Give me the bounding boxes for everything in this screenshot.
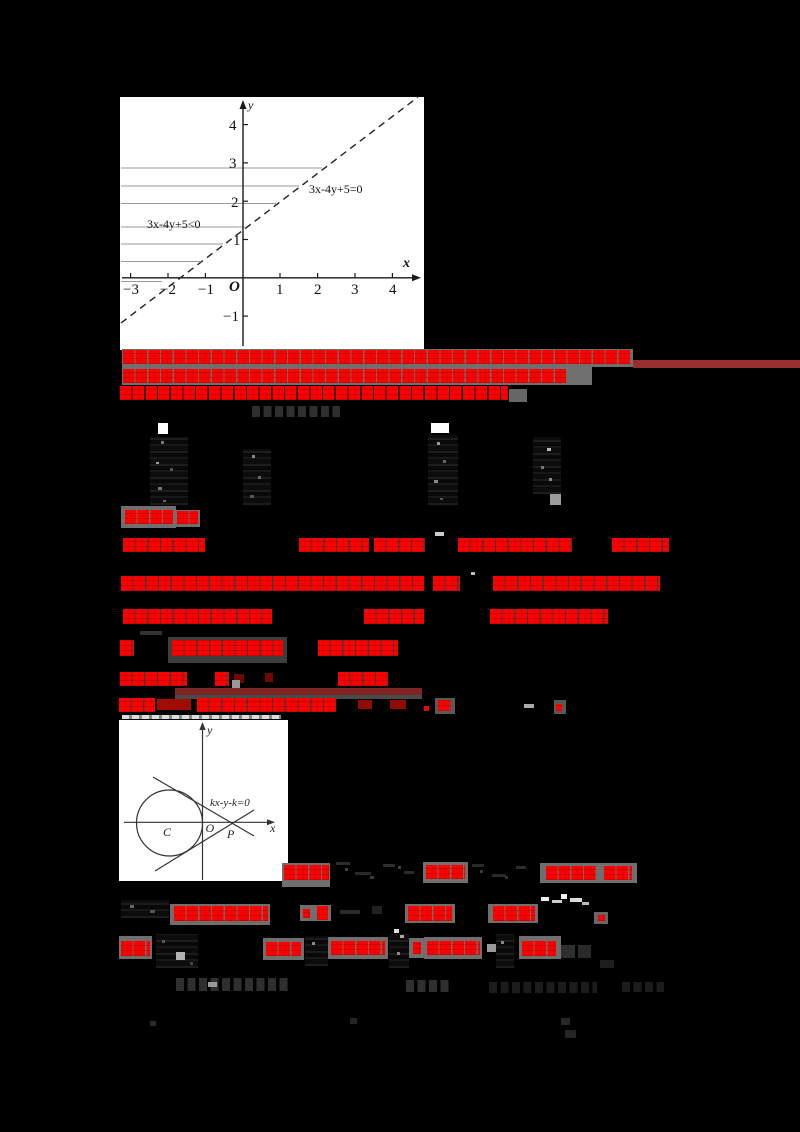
svg-text:C: C [163, 825, 172, 839]
svg-text:x: x [402, 256, 410, 271]
svg-text:1: 1 [233, 233, 241, 249]
svg-text:3x-4y+5<0: 3x-4y+5<0 [147, 217, 201, 231]
svg-text:x: x [269, 821, 276, 835]
svg-text:−2: −2 [160, 282, 176, 298]
svg-text:−1: −1 [198, 282, 214, 298]
svg-text:1: 1 [276, 282, 284, 298]
svg-text:2: 2 [314, 282, 322, 298]
svg-text:O: O [206, 821, 215, 835]
svg-text:O: O [229, 279, 240, 295]
svg-text:3: 3 [229, 156, 237, 172]
svg-text:4: 4 [389, 282, 397, 298]
svg-text:y: y [206, 723, 213, 737]
svg-text:2: 2 [231, 195, 239, 211]
svg-text:4: 4 [229, 118, 237, 134]
svg-text:−3: −3 [123, 282, 139, 298]
svg-text:y: y [247, 98, 254, 112]
svg-text:P: P [226, 827, 235, 841]
svg-text:3x-4y+5=0: 3x-4y+5=0 [309, 182, 363, 196]
svg-text:−1: −1 [223, 309, 239, 325]
svg-text:3: 3 [351, 282, 359, 298]
svg-text:kx-y-k=0: kx-y-k=0 [210, 797, 250, 809]
